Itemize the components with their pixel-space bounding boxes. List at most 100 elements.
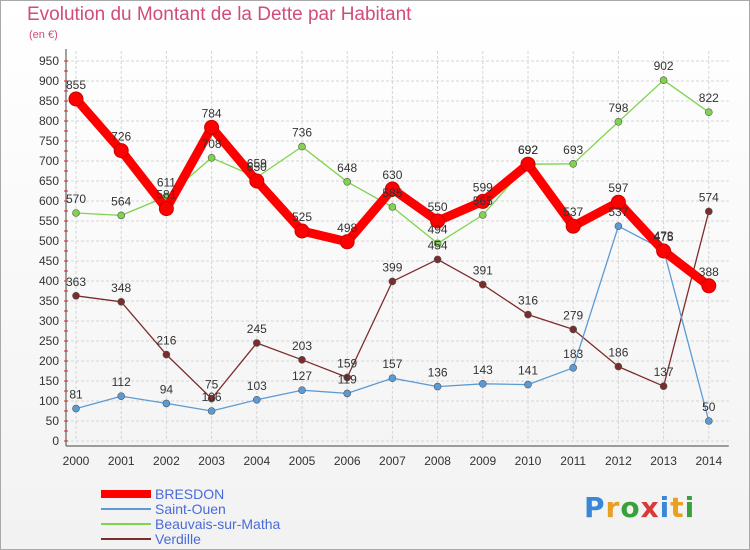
legend-item-bresdon: BRESDON (101, 487, 224, 501)
data-point (162, 350, 171, 359)
data-point (569, 363, 578, 372)
x-tick-label: 2012 (605, 454, 632, 468)
data-label: 216 (156, 334, 176, 348)
legend-item-verdille: Verdille (101, 532, 201, 546)
logo-letter: i (684, 491, 696, 524)
data-label: 103 (247, 379, 267, 393)
y-tick-label: 950 (39, 54, 59, 68)
legend-swatch-bresdon (101, 490, 151, 498)
data-point (253, 339, 261, 347)
logo-letter: r (605, 491, 621, 524)
y-tick-label: 200 (39, 354, 59, 368)
data-label: 119 (338, 372, 357, 386)
data-label: 708 (202, 137, 222, 151)
data-label: 112 (112, 375, 131, 389)
legend-item-beauvais: Beauvais-sur-Matha (101, 517, 280, 531)
data-label: 75 (205, 378, 219, 392)
legend-label-bresdon: BRESDON (155, 486, 225, 502)
y-tick-label: 600 (39, 194, 59, 208)
data-label: 564 (111, 194, 131, 208)
y-tick-label: 0 (52, 434, 59, 448)
data-label: 902 (654, 59, 674, 73)
logo-letter: x (640, 491, 660, 524)
x-tick-label: 2005 (289, 454, 316, 468)
series-lines (68, 76, 717, 425)
x-tick-label: 2007 (379, 454, 406, 468)
data-label: 525 (292, 210, 312, 224)
data-point (433, 255, 442, 264)
y-tick-label: 100 (39, 394, 59, 408)
data-point (207, 154, 216, 162)
data-label: 127 (292, 369, 312, 383)
data-point (704, 207, 713, 216)
x-tick-label: 2009 (469, 454, 496, 468)
x-tick-label: 2002 (153, 454, 180, 468)
y-tick-label: 650 (39, 174, 59, 188)
data-label: 498 (337, 221, 357, 235)
data-label: 245 (247, 322, 267, 336)
data-label: 599 (473, 180, 493, 194)
data-point (298, 355, 306, 364)
data-point (207, 394, 216, 403)
data-label: 183 (563, 347, 583, 361)
data-point (384, 181, 400, 197)
data-label: 50 (702, 400, 716, 414)
y-tick-label: 850 (39, 94, 59, 108)
data-label: 585 (382, 186, 402, 200)
data-label: 693 (563, 143, 583, 157)
data-point (343, 373, 352, 382)
x-tick-label: 2001 (108, 454, 135, 468)
data-point (433, 382, 442, 391)
y-tick-label: 350 (39, 294, 59, 308)
data-label: 692 (518, 143, 538, 157)
data-label: 692 (518, 143, 538, 157)
data-label: 316 (518, 294, 538, 308)
data-point (524, 310, 532, 319)
data-point (249, 173, 265, 189)
x-tick-label: 2014 (695, 454, 722, 468)
data-point (204, 119, 220, 135)
data-label: 597 (608, 181, 628, 195)
data-point (117, 211, 125, 220)
data-point (433, 239, 442, 248)
chart-title: Evolution du Montant de la Dette par Hab… (27, 4, 412, 25)
data-point (659, 76, 668, 84)
data-label: 537 (563, 205, 583, 219)
data-point (475, 193, 491, 209)
data-label: 650 (247, 160, 267, 174)
data-point (478, 280, 487, 289)
data-point (704, 417, 713, 425)
data-label: 726 (111, 130, 131, 144)
grid (66, 51, 729, 442)
logo-letter: o (620, 491, 641, 524)
logo-letter: P (584, 491, 606, 524)
legend-label-saint-ouen: Saint-Ouen (155, 501, 226, 517)
data-point (701, 278, 717, 294)
data-point (659, 382, 668, 391)
y-tick-label: 400 (39, 274, 59, 288)
x-tick-label: 2010 (515, 454, 542, 468)
legend-swatch-verdille (101, 538, 151, 540)
x-tick-label: 2006 (334, 454, 361, 468)
data-label: 399 (382, 260, 402, 274)
y-tick-label: 300 (39, 314, 59, 328)
data-point (520, 156, 536, 172)
data-label: 388 (699, 265, 719, 279)
data-point (72, 404, 80, 413)
data-label: 630 (382, 168, 402, 182)
data-label: 581 (156, 188, 176, 202)
data-label: 136 (428, 366, 448, 380)
data-label: 203 (292, 339, 312, 353)
data-point (614, 118, 623, 126)
y-tick-label: 50 (46, 414, 60, 428)
x-tick-label: 2013 (650, 454, 677, 468)
logo-letter: i (659, 491, 671, 524)
data-point (113, 143, 129, 159)
data-point (524, 380, 532, 389)
data-point (117, 392, 125, 401)
data-label: 478 (654, 229, 674, 243)
data-label: 348 (111, 281, 131, 295)
legend-label-beauvais: Beauvais-sur-Matha (155, 516, 281, 532)
unit-label: (en €) (29, 29, 58, 41)
data-label: 822 (699, 91, 719, 105)
